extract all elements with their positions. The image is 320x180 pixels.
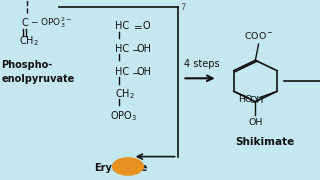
Text: Shikimate: Shikimate — [235, 137, 294, 147]
Text: OH: OH — [137, 44, 152, 54]
Text: 4 steps: 4 steps — [184, 59, 220, 69]
Text: C: C — [22, 17, 28, 28]
Text: $-$: $-$ — [131, 67, 140, 77]
Text: OH: OH — [248, 118, 263, 127]
Text: HC: HC — [115, 67, 129, 77]
Text: $-$: $-$ — [131, 44, 140, 54]
Text: $-$ OPO$_3^{2-}$: $-$ OPO$_3^{2-}$ — [30, 15, 72, 30]
Text: HC: HC — [115, 44, 129, 54]
Text: OPO$_3$: OPO$_3$ — [110, 109, 138, 123]
Text: HC: HC — [115, 21, 129, 31]
Text: Erythrose: Erythrose — [94, 163, 148, 173]
Text: 7: 7 — [180, 3, 185, 12]
Text: $=$: $=$ — [131, 21, 143, 31]
Text: Phospho-: Phospho- — [2, 60, 53, 70]
Circle shape — [113, 158, 143, 175]
Text: O: O — [143, 21, 150, 31]
Text: CH$_2$: CH$_2$ — [19, 35, 39, 48]
Text: OH: OH — [137, 67, 152, 77]
Text: enolpyruvate: enolpyruvate — [2, 74, 75, 84]
Text: P: P — [124, 161, 132, 172]
Text: HO: HO — [239, 95, 253, 104]
Text: CH$_2$: CH$_2$ — [115, 87, 135, 100]
Text: COO$^-$: COO$^-$ — [244, 30, 274, 41]
Text: OH: OH — [249, 96, 263, 105]
